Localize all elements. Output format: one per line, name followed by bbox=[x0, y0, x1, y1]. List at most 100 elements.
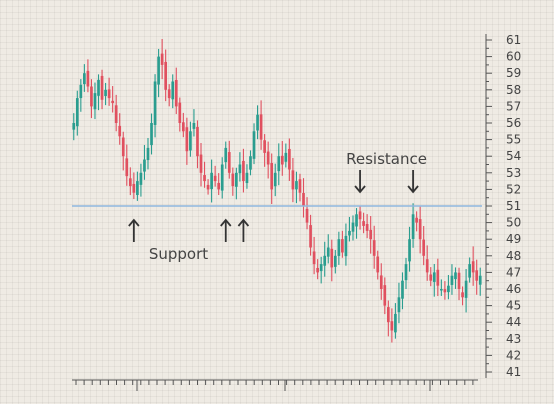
candle bbox=[227, 140, 231, 179]
candle bbox=[277, 143, 281, 186]
candle bbox=[383, 277, 387, 315]
y-tick-label: 47 bbox=[506, 265, 521, 279]
candle bbox=[224, 141, 228, 169]
candle bbox=[174, 67, 178, 115]
candle bbox=[75, 90, 79, 136]
candle bbox=[330, 239, 334, 282]
candle bbox=[72, 113, 76, 141]
candle bbox=[189, 121, 192, 157]
candle bbox=[235, 167, 238, 200]
y-tick-label: 48 bbox=[506, 249, 521, 263]
candle bbox=[418, 206, 422, 254]
candle bbox=[365, 214, 369, 239]
candle bbox=[121, 131, 125, 171]
candle bbox=[475, 259, 479, 295]
candle bbox=[256, 105, 259, 140]
candle bbox=[344, 223, 348, 266]
candle bbox=[203, 161, 206, 188]
candle bbox=[231, 167, 235, 196]
y-tick-label: 61 bbox=[506, 33, 521, 47]
candle bbox=[150, 113, 153, 155]
candle bbox=[298, 173, 302, 202]
candle bbox=[312, 236, 316, 275]
y-tick-label: 49 bbox=[506, 232, 521, 246]
candle bbox=[111, 86, 114, 113]
candle bbox=[270, 153, 274, 205]
candle bbox=[464, 269, 468, 313]
y-tick-label: 57 bbox=[506, 99, 521, 113]
arrow-head-icon bbox=[354, 185, 366, 194]
candle bbox=[238, 152, 242, 182]
candle bbox=[199, 143, 203, 187]
y-tick-label: 53 bbox=[506, 166, 521, 180]
candle bbox=[245, 164, 249, 189]
candle bbox=[125, 144, 129, 186]
y-tick-label: 42 bbox=[506, 348, 521, 362]
candle bbox=[351, 215, 355, 241]
y-axis: 41 42 43 44 45 46 47 48 49 50 51 52 53 54 55 56 57 58 59 60… bbox=[485, 33, 521, 379]
candle bbox=[252, 123, 256, 165]
x-axis bbox=[72, 379, 478, 391]
candle bbox=[450, 264, 454, 295]
y-tick-label: 54 bbox=[506, 149, 521, 163]
y-tick-label: 46 bbox=[506, 282, 521, 296]
candle bbox=[107, 77, 111, 106]
candle bbox=[369, 216, 373, 254]
candle bbox=[397, 282, 401, 324]
candle bbox=[333, 249, 337, 274]
y-tick-label: 50 bbox=[506, 216, 521, 230]
y-tick-label: 45 bbox=[506, 299, 521, 313]
candle bbox=[185, 117, 189, 165]
candle bbox=[263, 134, 266, 167]
arrow-head-icon bbox=[128, 218, 140, 227]
candle bbox=[118, 113, 122, 145]
candle bbox=[326, 234, 330, 264]
candle bbox=[376, 250, 380, 280]
candle bbox=[436, 258, 440, 297]
candle bbox=[90, 79, 93, 119]
annotation-label: Support bbox=[149, 245, 208, 263]
y-tick-label: 60 bbox=[506, 50, 521, 64]
candle bbox=[295, 171, 298, 204]
candle bbox=[249, 150, 252, 176]
candle bbox=[288, 138, 291, 181]
candle bbox=[379, 263, 383, 300]
candle bbox=[93, 82, 97, 120]
candle bbox=[319, 256, 323, 284]
candle bbox=[454, 267, 457, 289]
candle bbox=[394, 303, 397, 339]
candle bbox=[136, 171, 139, 201]
candle bbox=[206, 179, 210, 195]
y-tick-label: 43 bbox=[506, 332, 521, 346]
candle bbox=[210, 159, 213, 203]
candle bbox=[422, 226, 426, 266]
candle bbox=[160, 39, 164, 80]
candle bbox=[411, 203, 415, 248]
candle bbox=[143, 145, 146, 180]
candle bbox=[390, 308, 394, 343]
candle bbox=[220, 157, 224, 199]
candle bbox=[337, 231, 341, 265]
candle bbox=[280, 140, 284, 176]
candle bbox=[97, 74, 100, 111]
candle bbox=[86, 59, 90, 93]
candle bbox=[139, 163, 143, 197]
y-tick-label: 56 bbox=[506, 116, 521, 130]
y-tick-label: 59 bbox=[506, 66, 521, 80]
annotations: Support Resistance bbox=[128, 150, 427, 263]
candle bbox=[100, 69, 104, 110]
candle bbox=[309, 214, 312, 256]
candle bbox=[217, 173, 221, 196]
y-tick-label: 51 bbox=[506, 199, 521, 213]
candle bbox=[461, 286, 464, 306]
candle bbox=[213, 165, 217, 187]
candle bbox=[372, 225, 376, 269]
candle bbox=[478, 267, 482, 296]
candle bbox=[242, 148, 245, 193]
candle bbox=[196, 120, 199, 169]
candle bbox=[323, 241, 327, 277]
candle bbox=[146, 137, 150, 170]
y-tick-label: 55 bbox=[506, 133, 521, 147]
candle bbox=[132, 172, 136, 200]
